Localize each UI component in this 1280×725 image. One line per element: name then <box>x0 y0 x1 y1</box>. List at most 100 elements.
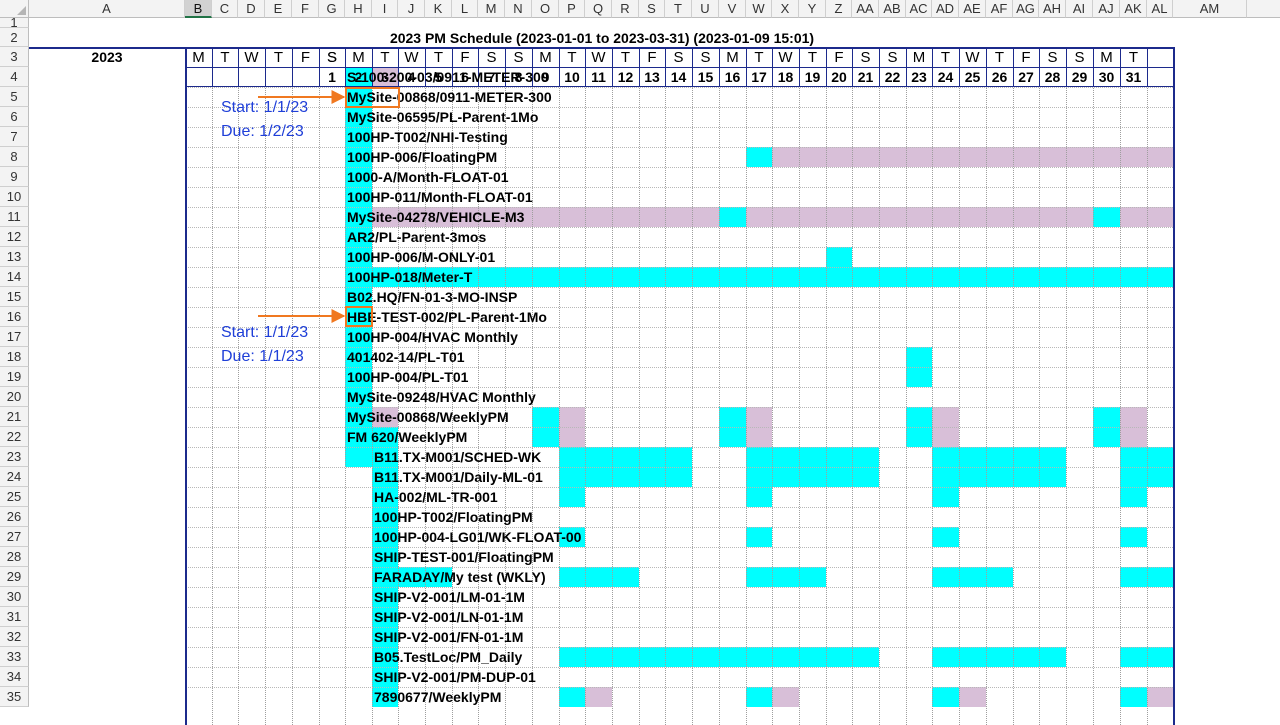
column-header-ae[interactable]: AE <box>959 0 986 18</box>
year-label[interactable]: 2023 <box>91 49 123 65</box>
column-header-r[interactable]: R <box>612 0 639 18</box>
day-of-week[interactable]: W <box>965 49 980 66</box>
select-all-corner[interactable] <box>0 0 29 18</box>
date-header[interactable]: 31 <box>1125 69 1142 85</box>
day-of-week[interactable]: M <box>1100 49 1113 66</box>
date-header[interactable]: 11 <box>591 69 606 85</box>
column-header-e[interactable]: E <box>265 0 292 18</box>
column-header-partial[interactable] <box>1247 0 1280 18</box>
task-label[interactable]: 100HP-006/M-ONLY-01 <box>347 249 496 265</box>
row-header-31[interactable]: 31 <box>0 607 29 627</box>
week-header-day[interactable]: S <box>326 49 337 66</box>
date-header[interactable]: 27 <box>1018 69 1034 85</box>
task-label[interactable]: MySite-04278/VEHICLE-M3 <box>347 209 525 225</box>
row-header-11[interactable]: 11 <box>0 207 29 227</box>
day-of-week[interactable]: F <box>460 49 470 66</box>
week-header-day[interactable]: T <box>220 49 230 66</box>
task-label[interactable]: SHIP-V2-001/FN-01-1M <box>374 629 524 645</box>
date-header[interactable]: 26 <box>991 69 1008 85</box>
column-header-u[interactable]: U <box>692 0 719 18</box>
day-of-week[interactable]: T <box>807 49 818 66</box>
task-label[interactable]: 7890677/WeeklyPM <box>374 689 502 705</box>
row-header-27[interactable]: 27 <box>0 527 29 547</box>
column-header-aj[interactable]: AJ <box>1093 0 1120 18</box>
column-header-d[interactable]: D <box>238 0 265 18</box>
row-header-6[interactable]: 6 <box>0 107 29 127</box>
row-header-21[interactable]: 21 <box>0 407 29 427</box>
day-of-week[interactable]: M <box>912 49 926 66</box>
date-header[interactable]: 9 <box>541 69 550 85</box>
task-label[interactable]: S-100-200-03/0911-METER-300 <box>347 69 549 85</box>
row-header-9[interactable]: 9 <box>0 167 29 187</box>
task-label[interactable]: MySite-00868/0911-METER-300 <box>347 89 552 105</box>
date-header[interactable]: 1 <box>328 69 336 85</box>
date-header[interactable]: 15 <box>697 69 714 85</box>
date-header[interactable]: 4 <box>407 69 416 85</box>
column-header-t[interactable]: T <box>665 0 692 18</box>
task-label[interactable]: SHIP-V2-001/PM-DUP-01 <box>374 669 536 685</box>
column-header-v[interactable]: V <box>719 0 746 18</box>
column-header-h[interactable]: H <box>345 0 372 18</box>
column-header-ak[interactable]: AK <box>1120 0 1147 18</box>
day-of-week[interactable]: S <box>673 49 684 66</box>
day-of-week[interactable]: S <box>1047 49 1058 66</box>
date-header[interactable]: 30 <box>1098 69 1115 85</box>
day-of-week[interactable]: M <box>539 49 552 66</box>
row-header-13[interactable]: 13 <box>0 247 29 267</box>
column-header-ah[interactable]: AH <box>1039 0 1066 18</box>
date-header[interactable]: 2 <box>354 69 363 85</box>
date-header[interactable]: 18 <box>777 69 794 85</box>
row-header-5[interactable]: 5 <box>0 87 29 107</box>
task-label[interactable]: 100HP-006/FloatingPM <box>347 149 498 165</box>
row-header-33[interactable]: 33 <box>0 647 29 667</box>
row-header-23[interactable]: 23 <box>0 447 29 467</box>
row-header-28[interactable]: 28 <box>0 547 29 567</box>
day-of-week[interactable]: S <box>887 49 898 66</box>
date-header[interactable]: 21 <box>857 69 874 85</box>
row-header-3[interactable]: 3 <box>0 47 29 67</box>
task-label[interactable]: 100HP-004-LG01/WK-FLOAT-00 <box>374 529 582 545</box>
task-label[interactable]: 100HP-018/Meter-T <box>347 269 473 285</box>
date-header[interactable]: 5 <box>434 69 443 85</box>
day-of-week[interactable]: T <box>754 49 764 66</box>
row-header-30[interactable]: 30 <box>0 587 29 607</box>
row-header-25[interactable]: 25 <box>0 487 29 507</box>
task-label[interactable]: 100HP-004/PL-T01 <box>347 369 469 385</box>
row-header-12[interactable]: 12 <box>0 227 29 247</box>
row-header-8[interactable]: 8 <box>0 147 29 167</box>
date-header[interactable]: 6 <box>461 69 469 85</box>
task-label[interactable]: MySite-00868/WeeklyPM <box>347 409 509 425</box>
task-label[interactable]: FARADAY/My test (WKLY) <box>374 569 546 585</box>
task-label[interactable]: SHIP-TEST-001/FloatingPM <box>374 549 554 565</box>
week-header-day[interactable]: F <box>300 49 311 66</box>
row-header-18[interactable]: 18 <box>0 347 29 367</box>
day-of-week[interactable]: F <box>834 49 844 66</box>
week-header-day[interactable]: W <box>244 49 259 66</box>
column-header-b[interactable]: B <box>185 0 212 18</box>
column-header-ab[interactable]: AB <box>879 0 906 18</box>
day-of-week[interactable]: S <box>860 49 871 66</box>
column-header-aa[interactable]: AA <box>852 0 879 18</box>
task-label[interactable]: 100HP-004/HVAC Monthly <box>347 329 518 345</box>
row-header-19[interactable]: 19 <box>0 367 29 387</box>
task-label[interactable]: 100HP-T002/FloatingPM <box>374 509 533 525</box>
date-header[interactable]: 20 <box>831 69 847 85</box>
date-header[interactable]: 12 <box>617 69 634 85</box>
day-of-week[interactable]: W <box>404 49 419 66</box>
day-of-week[interactable]: T <box>620 49 631 66</box>
column-header-af[interactable]: AF <box>986 0 1013 18</box>
week-header-day[interactable]: T <box>273 49 284 66</box>
column-header-m[interactable]: M <box>478 0 505 18</box>
row-header-4[interactable]: 4 <box>0 67 29 87</box>
row-header-10[interactable]: 10 <box>0 187 29 207</box>
date-header[interactable]: 29 <box>1071 69 1088 85</box>
date-header[interactable]: 13 <box>644 69 660 85</box>
row-header-22[interactable]: 22 <box>0 427 29 447</box>
date-header[interactable]: 3 <box>381 69 389 85</box>
column-header-ai[interactable]: AI <box>1066 0 1093 18</box>
task-label[interactable]: B05.TestLoc/PM_Daily <box>374 649 523 665</box>
day-of-week[interactable]: S <box>1074 49 1085 66</box>
column-header-x[interactable]: X <box>772 0 799 18</box>
column-header-ag[interactable]: AG <box>1013 0 1039 18</box>
